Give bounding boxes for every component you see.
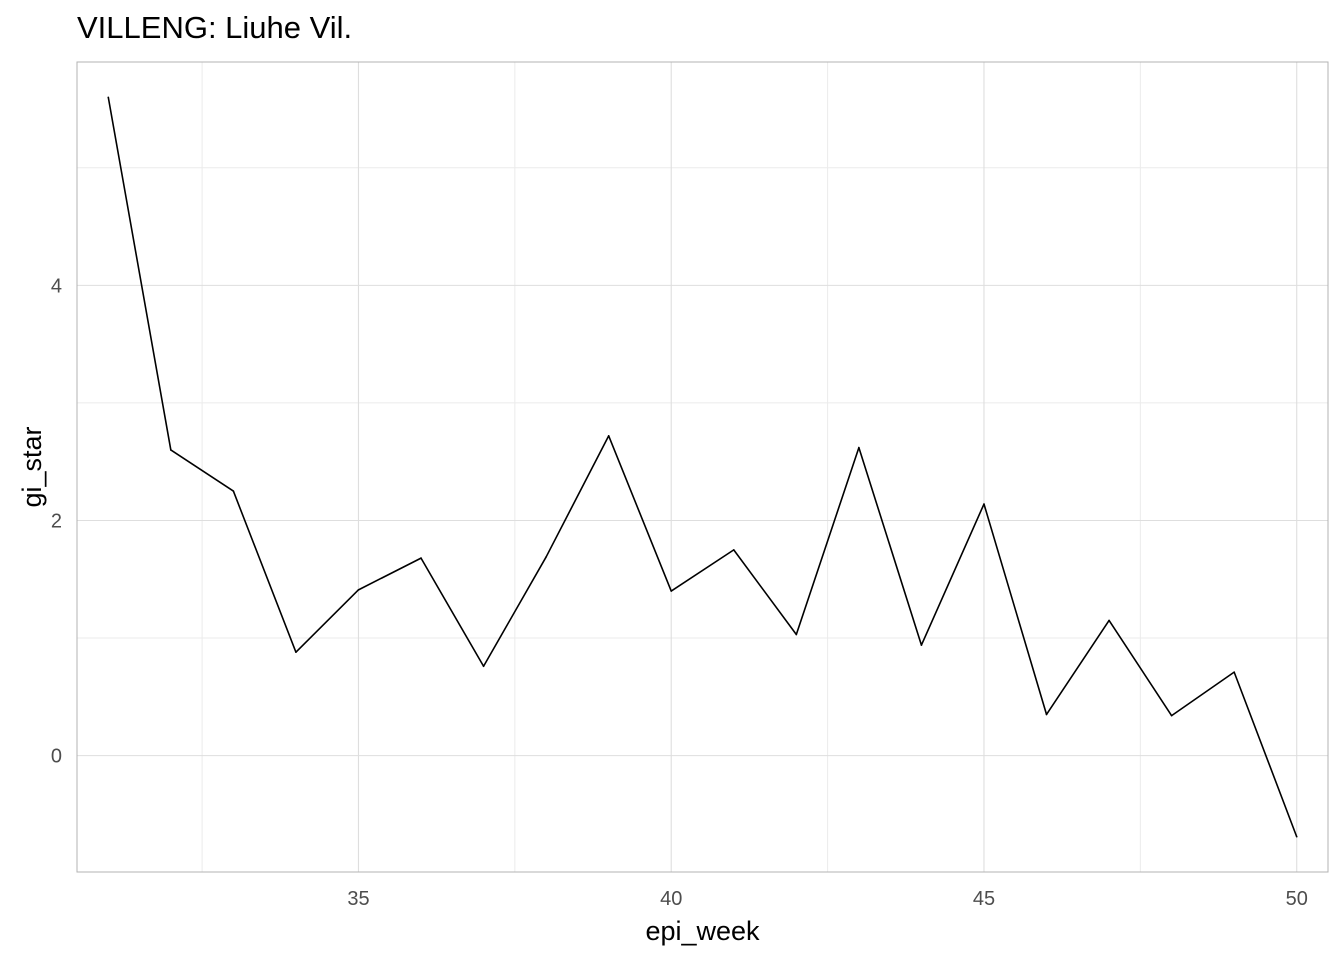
data-point [295,651,297,653]
x-axis-title: epi_week [645,916,760,946]
x-tick-label: 50 [1286,888,1308,910]
data-point [1295,835,1298,838]
data-point [545,556,547,558]
data-point [983,503,985,505]
data-point [1170,714,1173,717]
data-point [607,435,610,437]
data-point [482,665,485,668]
minor-gridlines [77,62,1328,872]
x-tick-label: 45 [973,888,995,910]
data-point [420,557,422,559]
plot-panel-border [76,61,1329,873]
series-line [107,97,1298,838]
data-point [232,490,235,492]
data-point [170,449,172,451]
x-tick-label: 40 [660,888,682,910]
data-point [795,633,798,636]
data-point [1108,619,1110,622]
series-layer [107,96,1298,838]
chart-title: VILLENG: Liuhe Vil. [77,10,353,45]
data-point [1233,671,1235,673]
x-tick-label: 35 [347,888,369,910]
data-point [920,644,923,646]
data-point [107,96,110,99]
y-tick-label: 2 [51,510,62,532]
data-point [732,549,735,551]
data-point [670,590,673,592]
x-axis-ticks: 35 40 45 50 [347,888,1308,910]
data-point [858,446,860,449]
y-axis-ticks: 0 2 4 [51,275,62,767]
y-tick-label: 0 [51,746,62,768]
y-tick-label: 4 [51,275,62,297]
data-point [1045,713,1048,716]
data-point [357,589,360,591]
y-axis-title: gi_star [17,426,47,507]
major-gridlines [77,62,1328,872]
